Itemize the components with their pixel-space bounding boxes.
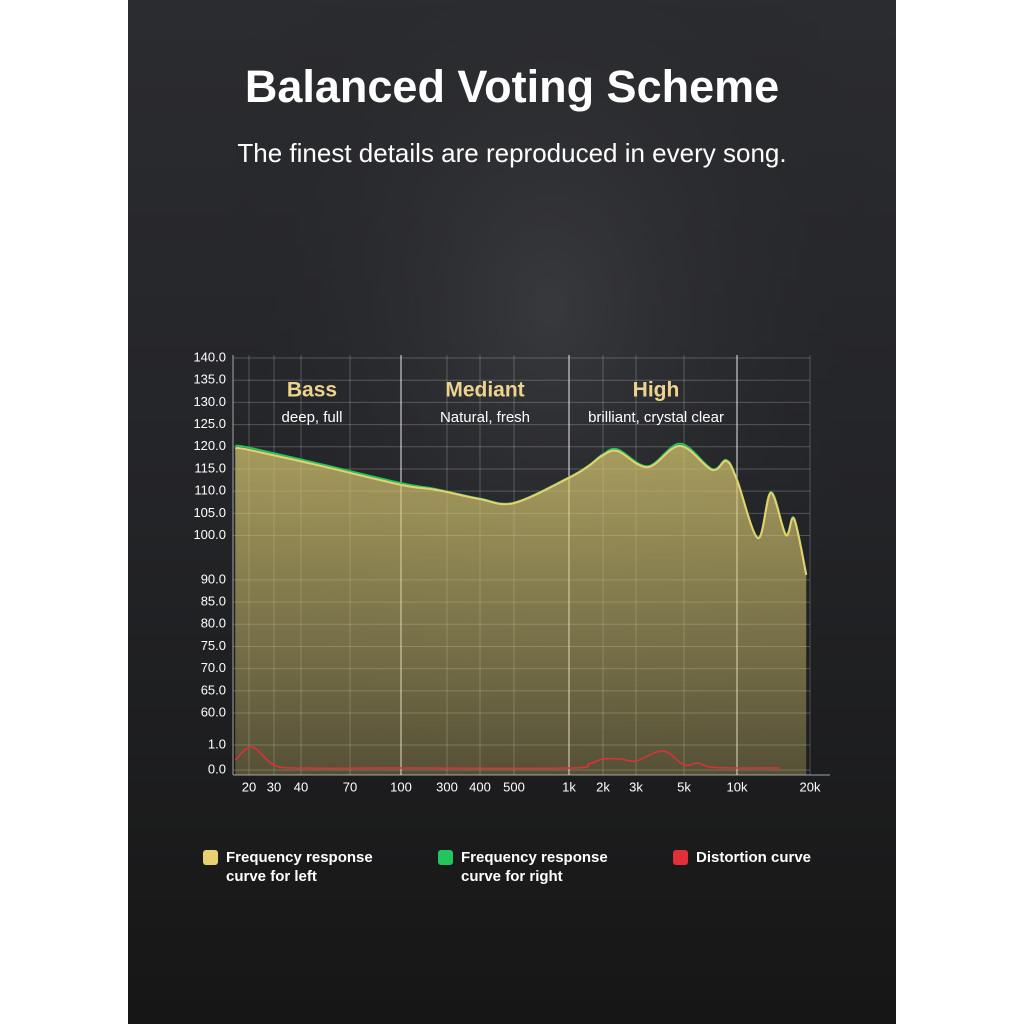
y-tick-label: 70.0: [201, 660, 226, 675]
y-tick-label: 140.0: [193, 349, 226, 364]
x-tick-label: 2k: [596, 779, 610, 794]
x-tick-label: 400: [469, 779, 491, 794]
x-tick-label: 10k: [727, 779, 748, 794]
band-title: Mediant: [445, 379, 524, 402]
legend-item: Frequency response curve for right: [438, 848, 608, 886]
y-tick-label: 85.0: [201, 594, 226, 609]
y-tick-label: 135.0: [193, 372, 226, 387]
legend-swatch: [673, 850, 688, 865]
y-tick-label: 90.0: [201, 571, 226, 586]
x-tick-label: 20: [242, 779, 256, 794]
x-tick-label: 30: [267, 779, 281, 794]
title: Balanced Voting Scheme: [245, 61, 779, 112]
line: [235, 444, 808, 576]
x-tick-label: 70: [343, 779, 357, 794]
x-tick-label: 20k: [800, 779, 821, 794]
x-tick-label: 5k: [677, 779, 691, 794]
band-subtitle: brilliant, crystal clear: [588, 409, 724, 426]
y-tick-label: 100.0: [193, 527, 226, 542]
legend-swatch: [203, 850, 218, 865]
y-tick-label: 75.0: [201, 638, 226, 653]
y-tick-label: 120.0: [193, 438, 226, 453]
area: [235, 445, 807, 775]
x-tick-label: 300: [436, 779, 458, 794]
x-tick-label: 100: [390, 779, 412, 794]
y-tick-label: 60.0: [201, 704, 226, 719]
band-title: High: [633, 379, 680, 402]
x-tick-label: 1k: [562, 779, 576, 794]
y-tick-label: 1.0: [208, 736, 226, 751]
band-subtitle: deep, full: [282, 409, 343, 426]
legend-label: Frequency response curve for left: [226, 849, 373, 885]
legend-item: Distortion curve: [673, 848, 843, 867]
legend-label: Frequency response curve for right: [461, 849, 608, 885]
x-tick-label: 3k: [629, 779, 643, 794]
x-tick-label: 500: [503, 779, 525, 794]
plot: 140.0 135.0 130.0 125.0 120.0 115.0 110.0 105.0…: [193, 349, 830, 794]
y-tick-label: 130.0: [193, 394, 226, 409]
legend-label: Distortion curve: [696, 849, 812, 866]
band-title: Bass: [287, 379, 337, 402]
y-tick-label: 125.0: [193, 416, 226, 431]
band-subtitle: Natural, fresh: [440, 409, 530, 426]
y-tick-label: 0.0: [208, 761, 226, 776]
subtitle: The finest details are reproduced in eve…: [237, 138, 786, 168]
y-tick-label: 105.0: [193, 505, 226, 520]
y-tick-label: 110.0: [194, 483, 226, 498]
legend-swatch: [438, 850, 453, 865]
legend-item: Frequency response curve for left: [203, 848, 373, 886]
line: [234, 746, 780, 770]
y-tick-label: 115.0: [194, 460, 226, 475]
y-tick-label: 80.0: [201, 616, 226, 631]
y-tick-label: 65.0: [201, 682, 226, 697]
x-tick-label: 40: [294, 779, 308, 794]
